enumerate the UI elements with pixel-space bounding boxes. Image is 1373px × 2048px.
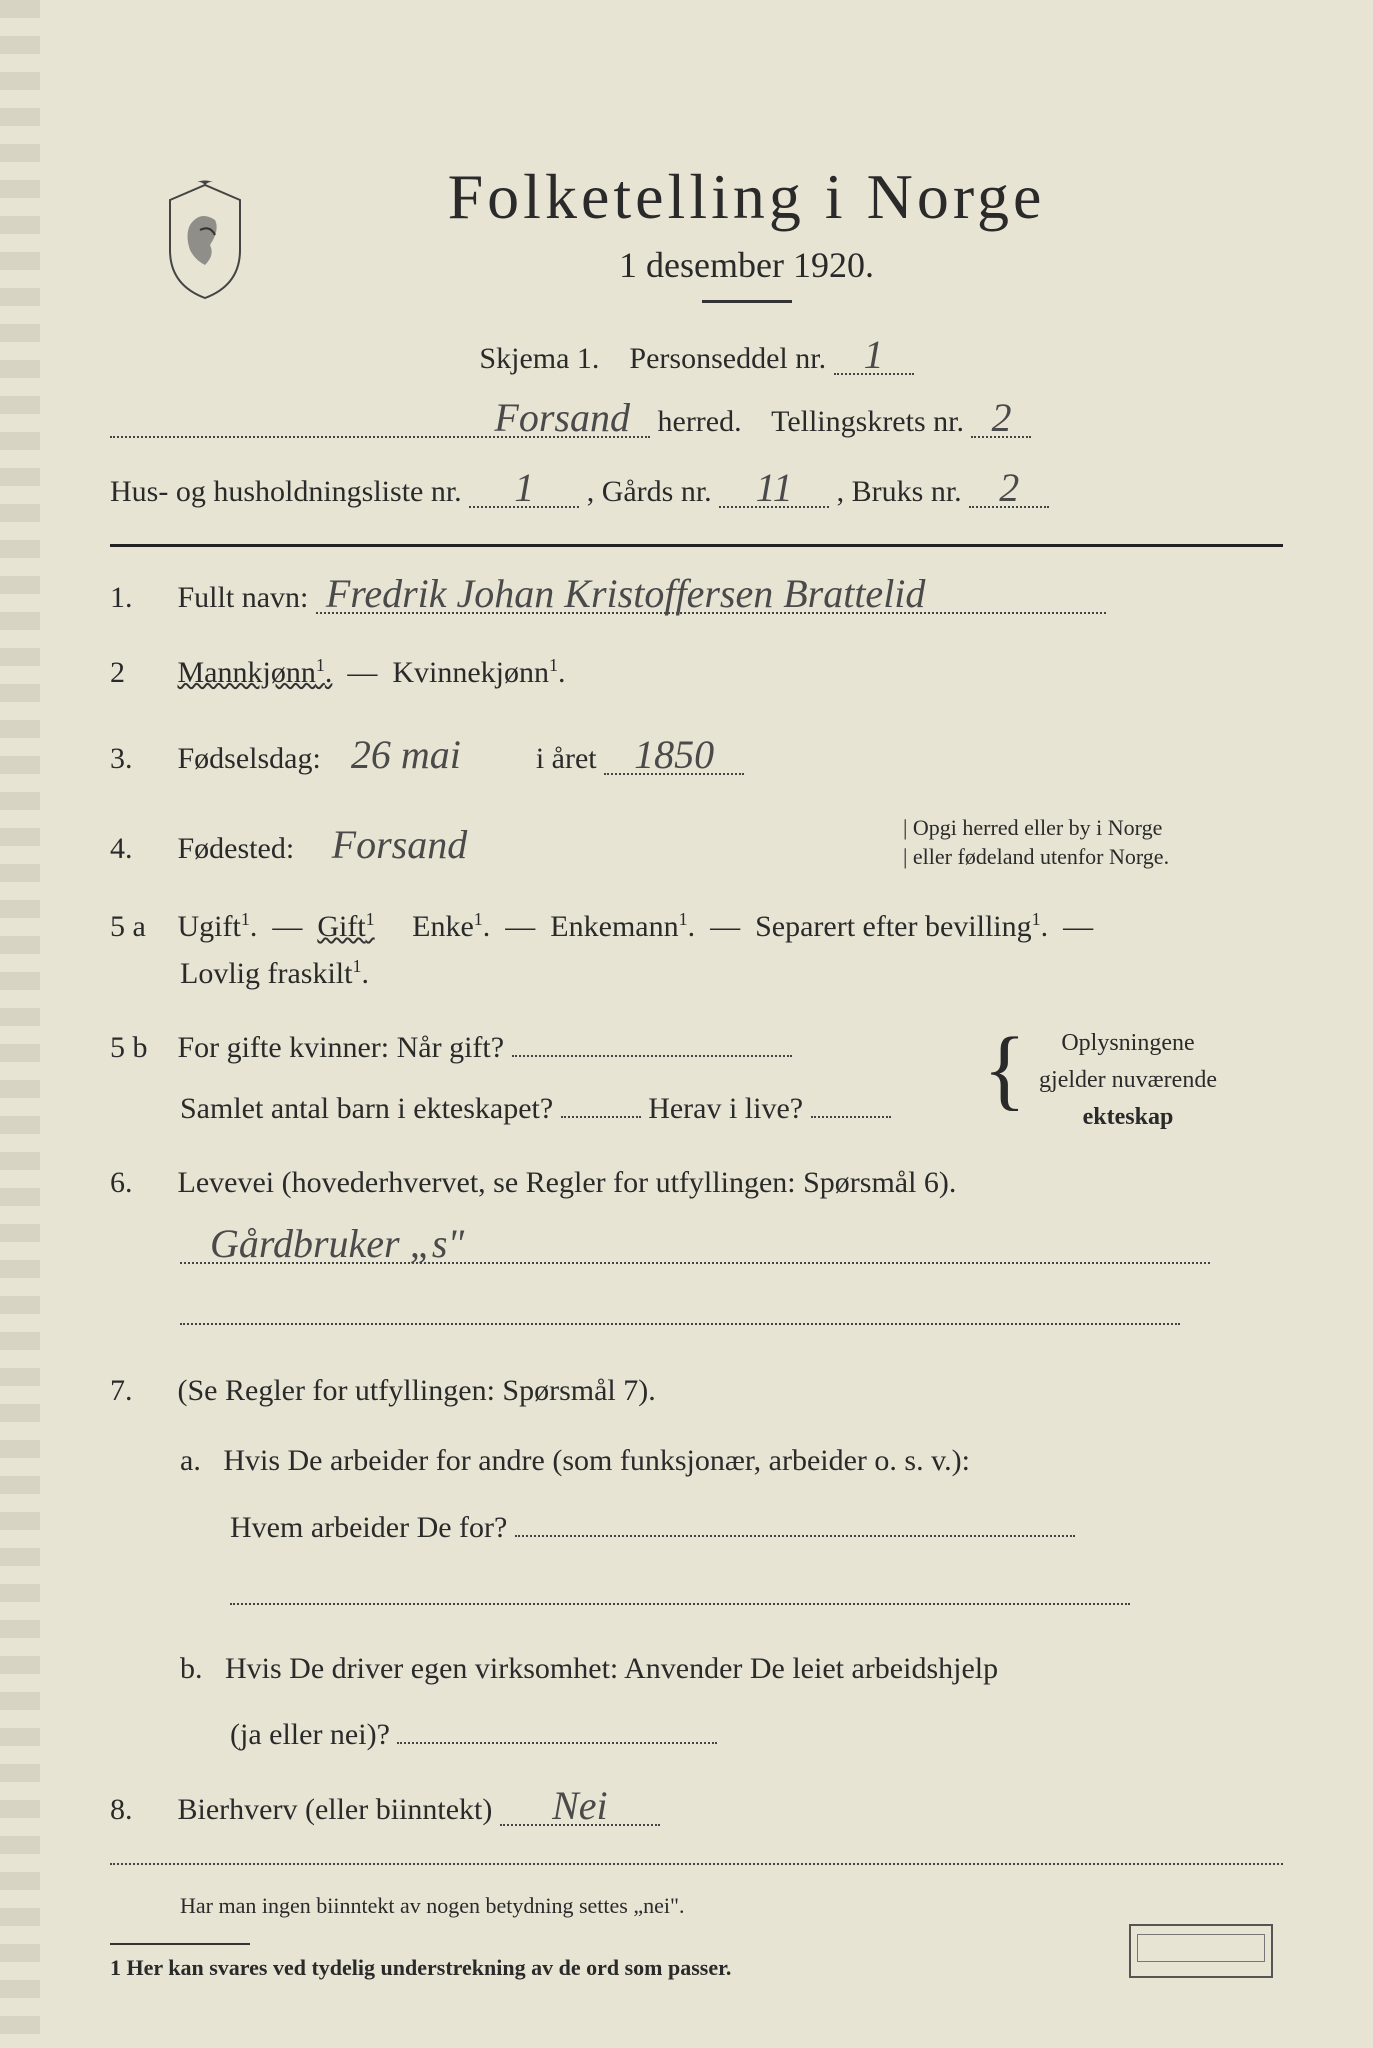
q7-num: 7. [110, 1368, 170, 1415]
q1-value: Fredrik Johan Kristoffersen Brattelid [316, 576, 1106, 614]
q8-blank [110, 1863, 1283, 1865]
hus-nr: 1 [469, 470, 579, 508]
q2-num: 2 [110, 650, 170, 697]
title-rule [702, 300, 792, 303]
q5b-num: 5 b [110, 1025, 170, 1072]
footer-note2: 1 Her kan svares ved tydelig understrekn… [110, 1955, 1283, 1981]
q4-num: 4. [110, 826, 170, 873]
q5b-line1: For gifte kvinner: Når gift? [178, 1031, 505, 1064]
personseddel-nr: 1 [834, 337, 914, 375]
q7b: b. Hvis De driver egen virksomhet: Anven… [180, 1646, 1283, 1759]
schema-line: Skjema 1. Personseddel nr. 1 [110, 337, 1283, 376]
sub-title: 1 desember 1920. [210, 244, 1283, 286]
q5b-gift-year [512, 1055, 792, 1057]
q5a-num: 5 a [110, 904, 170, 951]
q7a-text2: Hvem arbeider De for? [230, 1511, 507, 1544]
q4: 4. Fødested: Forsand | Opgi herred eller… [110, 814, 1283, 876]
list-line: Hus- og husholdningsliste nr. 1 , Gårds … [110, 468, 1283, 516]
q1-num: 1. [110, 575, 170, 622]
q8-value: Nei [500, 1788, 660, 1826]
stamp-icon [1129, 1924, 1273, 1978]
q2-male: Mannkjønn1. [178, 656, 333, 689]
q2-female: Kvinnekjønn1. [392, 656, 565, 689]
q3-num: 3. [110, 736, 170, 783]
q4-value: Forsand [332, 822, 468, 867]
krets-label: Tellingskrets nr. [771, 405, 964, 438]
q7-label: (Se Regler for utfyllingen: Spørsmål 7). [178, 1374, 656, 1407]
q8-num: 8. [110, 1787, 170, 1834]
title-block: Folketelling i Norge 1 desember 1920. [210, 160, 1283, 303]
q7b-text1: Hvis De driver egen virksomhet: Anvender… [225, 1652, 998, 1685]
q5a-separert: Separert efter bevilling1. [755, 910, 1048, 943]
q6-label: Levevei (hovederhvervet, se Regler for u… [178, 1166, 957, 1199]
divider [110, 544, 1283, 547]
q3-day: 26 mai [351, 732, 461, 777]
q7b-label: b. [180, 1652, 203, 1685]
q5a: 5 a Ugift1. — Gift1 Enke1. — Enkemann1. … [110, 904, 1283, 997]
q7b-blank [397, 1742, 717, 1744]
q7a-blank2 [230, 1603, 1130, 1605]
q8-label: Bierhverv (eller biinntekt) [178, 1793, 493, 1826]
krets-nr: 2 [971, 400, 1031, 438]
schema-label-right: Personseddel nr. [629, 342, 826, 375]
q3-year-label: i året [536, 742, 597, 775]
hus-label: Hus- og husholdningsliste nr. [110, 475, 462, 508]
q8: 8. Bierhverv (eller biinntekt) Nei [110, 1787, 1283, 1834]
schema-label-left: Skjema 1. [479, 342, 599, 375]
q4-label: Fødested: [178, 832, 295, 865]
q1: 1. Fullt navn: Fredrik Johan Kristoffers… [110, 575, 1283, 622]
q5a-ugift: Ugift1. [178, 910, 258, 943]
footnote-rule [110, 1943, 250, 1945]
q6-blank [180, 1323, 1180, 1325]
q1-label: Fullt navn: [178, 581, 309, 614]
gards-label: , Gårds nr. [587, 475, 712, 508]
herred-label: herred. [658, 405, 742, 438]
document-page: Folketelling i Norge 1 desember 1920. Sk… [0, 0, 1373, 2041]
q3-year: 1850 [604, 737, 744, 775]
q5a-fraskilt: Lovlig fraskilt1. [180, 951, 1283, 998]
herred-line: Forsand herred. Tellingskrets nr. 2 [110, 398, 1283, 446]
q6: 6. Levevei (hovederhvervet, se Regler fo… [110, 1160, 1283, 1340]
q5b: 5 b For gifte kvinner: Når gift? Samlet … [110, 1025, 1283, 1132]
bruks-label: , Bruks nr. [837, 475, 962, 508]
q5b-brace-note: { Oplysningene gjelder nuværende ekteska… [1013, 1025, 1243, 1137]
q4-side-note: | Opgi herred eller by i Norge | eller f… [903, 814, 1283, 871]
q7a-blank [515, 1535, 1075, 1537]
q5a-enkemann: Enkemann1. [550, 910, 695, 943]
q7: 7. (Se Regler for utfyllingen: Spørsmål … [110, 1368, 1283, 1759]
footer-note1: Har man ingen biinntekt av nogen betydni… [180, 1893, 1283, 1919]
q6-value: Gårdbruker „s" [180, 1226, 1210, 1264]
q5a-enke: Enke1. [412, 910, 490, 943]
q7b-text2: (ja eller nei)? [230, 1718, 390, 1751]
q2: 2 Mannkjønn1. — Kvinnekjønn1. [110, 650, 1283, 697]
gards-nr: 11 [719, 470, 829, 508]
q7a: a. Hvis De arbeider for andre (som funks… [180, 1438, 1283, 1620]
main-title: Folketelling i Norge [210, 160, 1283, 234]
q5a-gift: Gift1 [317, 910, 374, 943]
q6-num: 6. [110, 1160, 170, 1207]
herred-name: Forsand [110, 400, 650, 438]
coat-of-arms-icon [160, 180, 250, 300]
q7a-text1: Hvis De arbeider for andre (som funksjon… [223, 1444, 970, 1477]
q7a-label: a. [180, 1444, 201, 1477]
q3: 3. Fødselsdag: 26 mai i året 1850 [110, 724, 1283, 786]
bruks-nr: 2 [969, 470, 1049, 508]
q3-label: Fødselsdag: [178, 742, 321, 775]
